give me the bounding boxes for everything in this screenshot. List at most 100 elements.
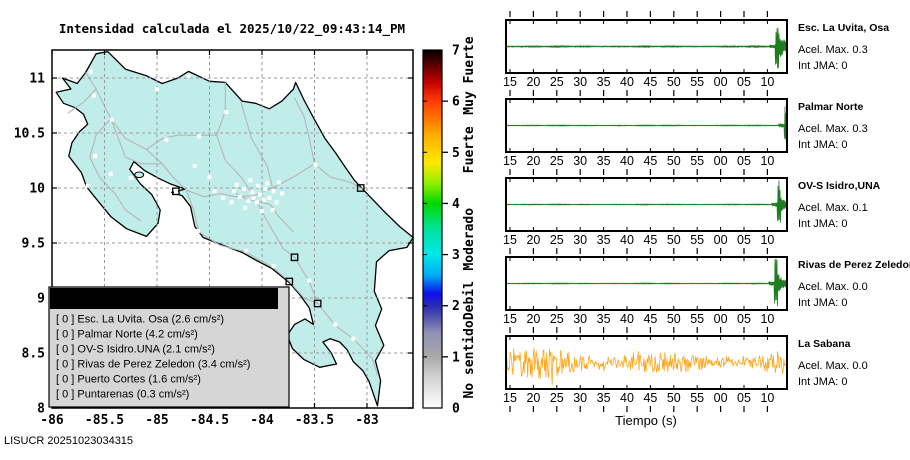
legend-item: [ 0 ] Palmar Norte (4.2 cm/s²) <box>56 329 198 341</box>
seismogram-box <box>505 177 788 232</box>
road-line <box>85 72 254 198</box>
lon-tick-label: -83.5 <box>295 413 334 428</box>
colorbar-category-label: Debil <box>462 281 477 320</box>
time-tick-label: 10 <box>760 75 774 89</box>
colorbar-tick-label: 5 <box>452 146 460 161</box>
station-int-jma: Int JMA: 0 <box>798 60 848 72</box>
time-tick-label: 15 <box>503 312 517 326</box>
colorbar-tick-label: 2 <box>452 299 460 314</box>
legend-header: INTENSIDAD JMA [0 a 7] <box>87 292 240 307</box>
seismogram-panel: 15 20 25 30 35 40 45 50 55 00 05 10 Esc. La Uvita, O… <box>503 11 910 412</box>
station-marker-white <box>212 189 217 194</box>
map-legend: INTENSIDAD JMA [0 a 7] [ 0 ] Esc. La Uvi… <box>48 286 290 408</box>
station-marker-white <box>254 200 259 205</box>
time-tick-label: 00 <box>714 154 728 168</box>
station-marker-white <box>276 180 281 185</box>
time-tick-label: 15 <box>503 75 517 89</box>
time-tick-label: 55 <box>690 75 704 89</box>
station-marker-white <box>221 195 226 200</box>
time-tick-label: 05 <box>737 75 751 89</box>
time-tick-label: 05 <box>737 312 751 326</box>
time-tick-label: 55 <box>690 391 704 405</box>
time-tick-label: 35 <box>597 75 611 89</box>
station-name: Palmar Norte <box>798 101 864 113</box>
station-marker-white <box>128 176 133 181</box>
colorbar-category-label: Muy Fuerte <box>462 36 477 114</box>
time-tick-label: 50 <box>667 312 681 326</box>
map-border <box>51 49 414 409</box>
station-marker-triggered <box>356 184 365 192</box>
station-acel-max: Acel. Max. 0.0 <box>798 281 868 293</box>
station-int-jma: Int JMA: 0 <box>798 218 848 230</box>
time-tick-label: 20 <box>526 233 540 247</box>
road-line <box>216 82 255 197</box>
lon-tick-label: -84 <box>250 413 274 428</box>
time-tick-label: 45 <box>643 391 657 405</box>
station-marker-white <box>313 162 318 167</box>
colorbar-category-label: Fuerte <box>462 126 477 173</box>
station-acel-max: Acel. Max. 0.0 <box>798 360 868 372</box>
time-tick-label: 35 <box>597 154 611 168</box>
station-marker-white <box>271 264 276 269</box>
time-tick-label: 25 <box>550 233 564 247</box>
time-tick-label: 00 <box>714 391 728 405</box>
station-marker-white <box>229 200 234 205</box>
lat-tick-label: 9.5 <box>22 237 45 252</box>
station-marker-white <box>351 336 356 341</box>
legend-header-bg <box>50 288 278 309</box>
station-marker-white <box>108 171 113 176</box>
seismogram-1: 15 20 25 30 35 40 45 50 55 00 05 10 Esc. La Uvita, O… <box>503 19 889 89</box>
station-marker-white <box>237 194 242 199</box>
colorbar-tick-label: 0 <box>452 402 460 417</box>
colorbar-tick-label: 6 <box>452 95 460 110</box>
road-line <box>110 118 163 165</box>
time-tick-label: 30 <box>573 233 587 247</box>
station-marker-white <box>270 208 275 212</box>
time-tick-label: 45 <box>643 154 657 168</box>
time-tick-label: 25 <box>550 75 564 89</box>
station-marker-white <box>93 154 98 159</box>
station-marker-white <box>333 322 338 327</box>
time-tick-label: 15 <box>503 391 517 405</box>
station-marker-white <box>255 183 260 188</box>
time-tick-label: 20 <box>526 312 540 326</box>
station-marker-white <box>88 69 93 74</box>
time-tick-label: 50 <box>667 154 681 168</box>
legend-item: [ 0 ] Puerto Cortes (1.6 cm/s²) <box>56 374 201 386</box>
station-int-jma: Int JMA: 0 <box>798 139 848 151</box>
colorbar-tick-label: 4 <box>452 197 460 212</box>
time-tick-label: 10 <box>760 391 774 405</box>
map-panel: -86 -85.5 -85 -84.5 -84 -83.5 -83 8 8.5 9 9.5 10 10.… <box>14 49 414 428</box>
seismogram-4: 15 20 25 30 35 40 45 50 55 00 05 10 Rivas de Perez Z… <box>503 256 910 326</box>
time-tick-label: 45 <box>643 75 657 89</box>
station-marker-white <box>307 278 312 283</box>
time-tick-label: 15 <box>503 233 517 247</box>
time-tick-label: 55 <box>690 312 704 326</box>
lat-tick-label: 8.5 <box>22 347 45 362</box>
waveform-trace <box>505 258 788 307</box>
time-tick-label: 10 <box>760 233 774 247</box>
time-tick-label: 35 <box>597 312 611 326</box>
station-marker-white <box>260 209 264 214</box>
station-int-jma: Int JMA: 0 <box>798 297 848 309</box>
time-tick-label: 30 <box>573 154 587 168</box>
time-tick-label: 25 <box>550 154 564 168</box>
station-marker-triggered <box>290 253 299 262</box>
seismogram-5: 15 20 25 30 35 40 45 50 55 00 05 10 La Sabana Acel. M… <box>503 335 868 405</box>
time-tick-label: 55 <box>690 233 704 247</box>
lat-tick-label: 10.5 <box>14 127 45 142</box>
station-name: La Sabana <box>798 338 851 350</box>
legend-item: [ 0 ] Esc. La Uvita. Osa (2.6 cm/s²) <box>56 314 224 326</box>
road-line <box>67 88 97 114</box>
waveform-trace <box>505 180 788 223</box>
station-marker-white <box>224 110 229 115</box>
station-marker-white <box>155 87 159 91</box>
seismogram-3: 15 20 25 30 35 40 45 50 55 00 05 10 OV-S Isidro,UNA A… <box>503 177 881 247</box>
lon-tick-label: -84.5 <box>190 413 229 428</box>
time-tick-label: 00 <box>714 312 728 326</box>
time-tick-label: 05 <box>737 391 751 405</box>
station-marker-white <box>262 198 267 203</box>
legend-item: [ 0 ] Rivas de Perez Zeledon (3.4 cm/s²) <box>56 359 250 371</box>
station-marker-white <box>234 182 239 187</box>
